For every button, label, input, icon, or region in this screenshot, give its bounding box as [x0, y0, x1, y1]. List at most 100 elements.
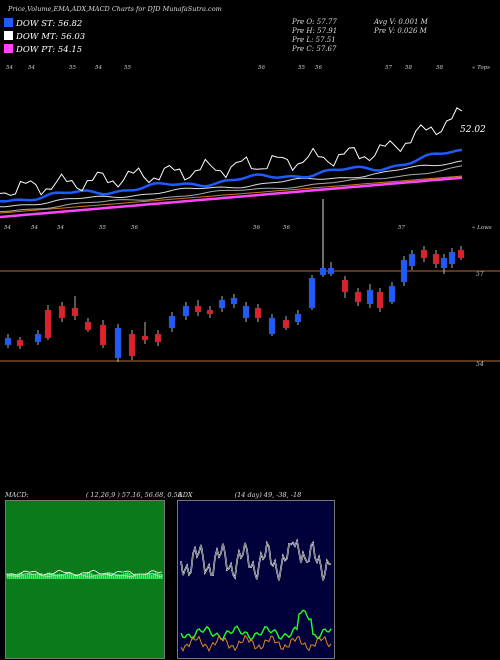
candle-body	[99, 324, 107, 346]
adx-name: ADX	[178, 491, 193, 499]
last-price-label: 52.02	[460, 125, 486, 135]
top-tick-label: 55	[69, 65, 76, 71]
macd-hist-bar	[135, 573, 137, 579]
low-tick-label: 54	[31, 225, 38, 231]
macd-hist-bar	[123, 573, 125, 579]
legend-dow-st: DOW ST: 56.82	[4, 18, 82, 29]
macd-hist-bar	[27, 573, 29, 579]
macd-hist-bar	[103, 573, 105, 579]
macd-hist-bar	[137, 573, 139, 579]
macd-hist-bar	[47, 572, 49, 579]
low-tick-label: 56	[131, 225, 138, 231]
adx-plot	[180, 538, 332, 653]
candlesticks	[4, 246, 465, 362]
upper-chart-lines	[0, 107, 463, 219]
adx-params: (14 day) 49, -38, -18	[234, 491, 302, 499]
macd-hist-bar	[97, 574, 99, 579]
low-tick-label: 54	[57, 225, 64, 231]
macd-hist-bar	[55, 574, 57, 579]
candle-body	[457, 249, 465, 259]
tops-label: « Tops	[472, 65, 490, 71]
candle-body	[182, 305, 190, 317]
candle-body	[34, 333, 42, 343]
ohlc-close: Pre C: 57.67	[292, 45, 337, 53]
macd-hist-bar	[41, 573, 43, 579]
candle-body	[308, 277, 316, 309]
macd-hist-bar	[95, 574, 97, 579]
top-tick-label: 54	[6, 65, 13, 71]
ema-short-line	[0, 148, 463, 203]
candle-body	[4, 337, 12, 346]
candle-body	[218, 299, 226, 309]
candle-body	[154, 333, 162, 343]
macd-hist-bar	[73, 574, 75, 579]
legend-swatch-pt	[4, 44, 13, 53]
macd-hist-bar	[69, 572, 71, 579]
macd-hist-bar	[139, 573, 141, 579]
candle-body	[388, 285, 396, 303]
macd-hist-bar	[151, 574, 153, 579]
candle-body	[400, 259, 408, 283]
top-ticks: 54 54 55 54 55 56 55 56 57 58 58	[6, 65, 443, 71]
candle-body	[376, 291, 384, 309]
candle-body	[230, 297, 238, 305]
candle-body	[327, 267, 335, 275]
macd-hist-bar	[143, 573, 145, 579]
macd-signal-line	[6, 572, 162, 578]
plus-di-line	[180, 609, 332, 642]
macd-hist-bar	[17, 573, 19, 579]
adx-panel	[177, 500, 335, 659]
macd-hist-bar	[75, 574, 77, 579]
macd-hist-bar	[119, 574, 121, 579]
macd-hist-bar	[33, 573, 35, 579]
candle-body	[366, 289, 374, 305]
macd-hist-bar	[87, 572, 89, 579]
macd-hist-bar	[121, 574, 123, 579]
dow-pt-line	[0, 176, 463, 219]
legend-dow-mt: DOW MT: 56.03	[4, 31, 85, 42]
macd-hist-bar	[89, 572, 91, 579]
candle-body	[242, 305, 250, 319]
candle-body	[206, 309, 214, 315]
candle-body	[141, 335, 149, 341]
macd-hist-bar	[25, 574, 27, 579]
macd-hist-bar	[153, 573, 155, 579]
candle-body	[354, 291, 362, 303]
candle-body	[268, 317, 276, 335]
macd-hist-bar	[7, 574, 9, 579]
macd-hist-bar	[61, 574, 63, 579]
low-tick-label: 56	[253, 225, 260, 231]
lows-label: « Lows	[472, 225, 492, 231]
macd-hist-bar	[21, 572, 23, 579]
macd-hist-bar	[11, 573, 13, 579]
macd-hist-bar	[59, 573, 61, 579]
macd-hist-bar	[81, 574, 83, 579]
macd-hist-bar	[35, 573, 37, 579]
chart-title: Price,Volume,EMA,ADX,MACD Charts for DJD…	[8, 5, 222, 13]
ema-mid1-line	[0, 160, 463, 208]
level-label-low: 54	[476, 361, 484, 368]
macd-hist-bar	[67, 572, 69, 579]
macd-hist-bar	[63, 574, 65, 579]
top-tick-label: 54	[95, 65, 102, 71]
ohlc-low: Pre L: 57.51	[292, 36, 336, 44]
candle-body	[408, 253, 416, 267]
candle-body	[319, 267, 327, 276]
ohlc-high: Pre H: 57.91	[292, 27, 338, 35]
macd-hist-bar	[99, 574, 101, 579]
adx-line-inner	[180, 540, 332, 581]
macd-hist-bar	[13, 574, 15, 579]
top-tick-label: 54	[28, 65, 35, 71]
candle-body	[16, 339, 24, 347]
macd-hist-bar	[9, 573, 11, 579]
top-tick-label: 55	[124, 65, 131, 71]
candle-body	[128, 333, 136, 357]
macd-hist-bar	[39, 573, 41, 579]
candle-body	[448, 251, 456, 265]
macd-hist-bar	[31, 573, 33, 579]
legend-label-mt: DOW MT: 56.03	[16, 32, 86, 42]
macd-hist-bar	[83, 574, 85, 579]
adx-title: ADX (14 day) 49, -38, -18	[178, 491, 301, 499]
legend-label-st: DOW ST: 56.82	[16, 19, 83, 29]
candle-body	[84, 321, 92, 331]
